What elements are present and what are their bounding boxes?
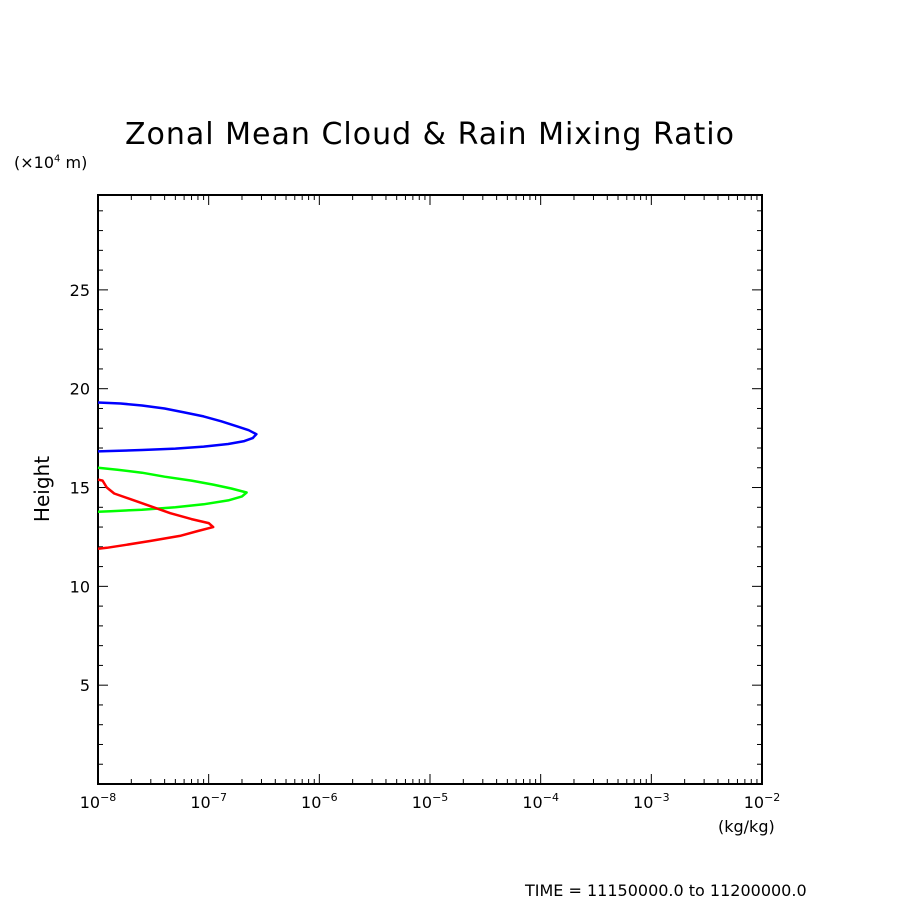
time-range-label: TIME = 11150000.0 to 11200000.0 [525,881,807,900]
y-unit-exponent: 4 [54,153,61,165]
plot-frame [97,194,763,785]
chart-title: Zonal Mean Cloud & Rain Mixing Ratio [125,117,735,152]
x-tick-label: 10−3 [633,791,670,812]
x-tick-label: 10−6 [301,791,338,812]
x-tick-label: 10−5 [412,791,449,812]
y-tick-label: 25 [70,281,90,300]
y-tick-label: 15 [70,479,90,498]
y-tick-label: 20 [70,380,90,399]
series-line-2 [97,466,248,514]
x-tick-label: 10−2 [744,791,781,812]
y-unit-suffix: m) [60,153,88,172]
x-axis-unit: (kg/kg) [718,817,775,836]
y-tick-label: 5 [80,676,90,695]
x-tick-label: 10−8 [80,791,117,812]
series-line-1 [97,401,258,453]
y-axis-unit: (×104 m) [14,153,87,172]
series-line-3 [97,478,215,551]
x-tick-label: 10−7 [190,791,227,812]
x-tick-label: 10−4 [522,791,559,812]
y-tick-label: 10 [70,577,90,596]
y-unit-prefix: (×10 [14,153,55,172]
